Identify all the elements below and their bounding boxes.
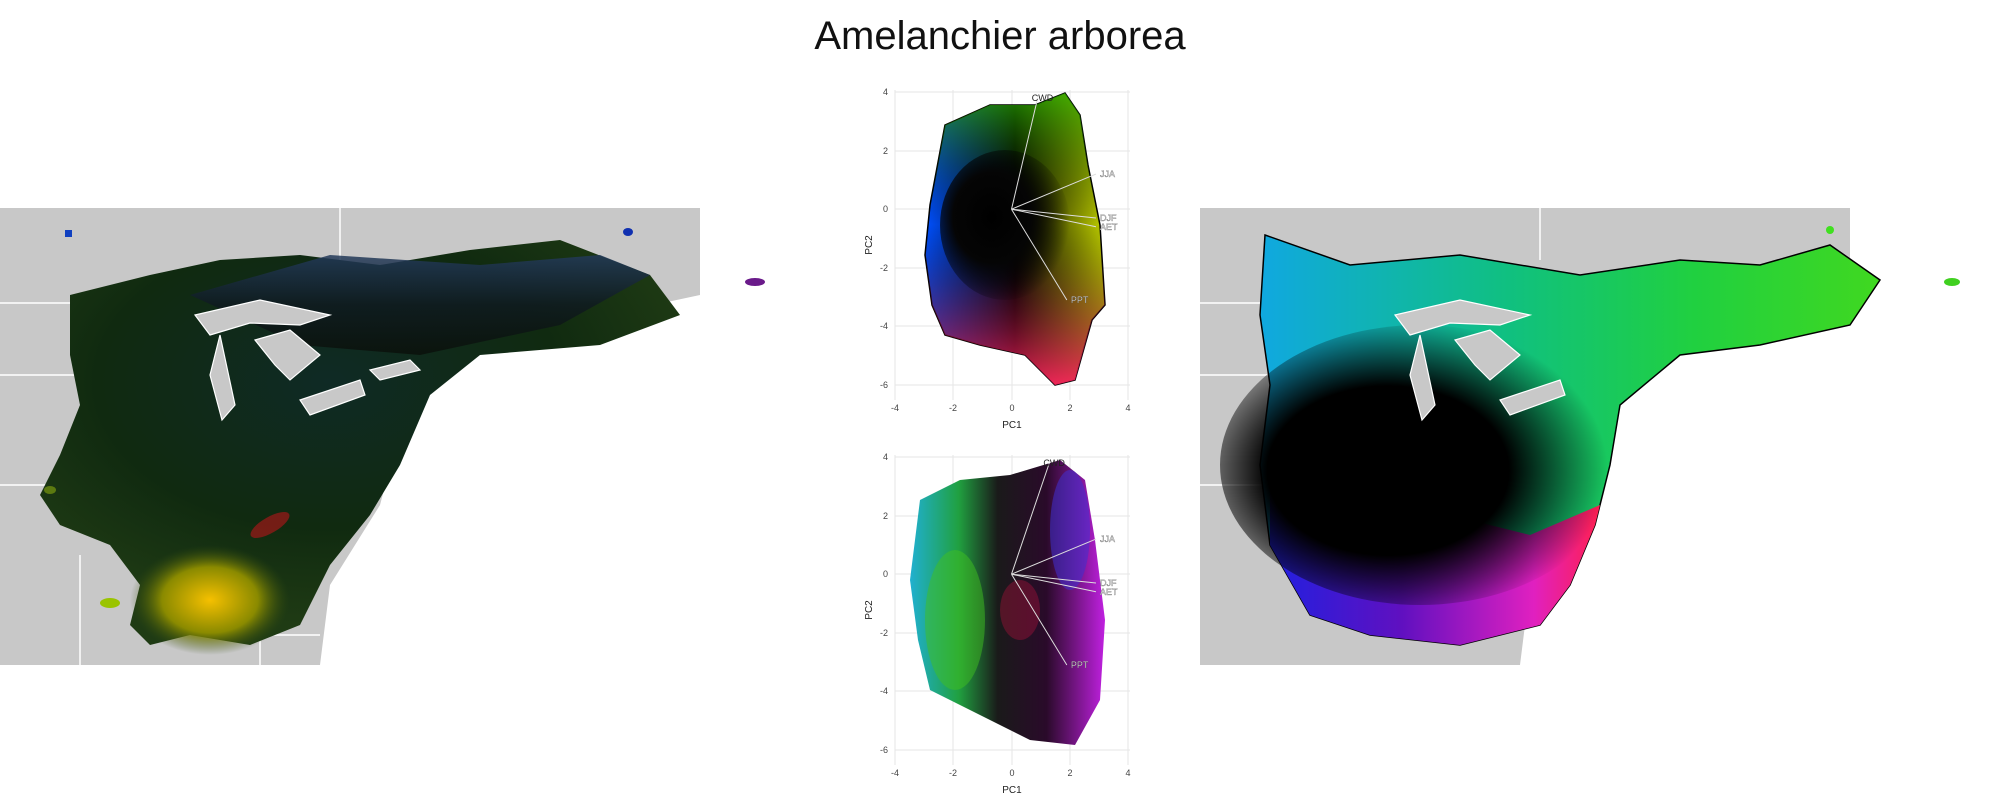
loading-arrow-cwd xyxy=(1011,462,1050,575)
svg-text:2: 2 xyxy=(883,146,888,156)
pca-bottom-xlabel: PC1 xyxy=(1002,785,1022,796)
svg-text:-6: -6 xyxy=(880,745,888,755)
pca-top-ylabel: PC2 xyxy=(864,235,875,255)
pca-bottom-yticks: 4 2 0 -2 -4 -6 xyxy=(880,452,888,755)
loading-label-jja: JJA xyxy=(1100,169,1115,179)
loading-arrow-djf xyxy=(1011,208,1097,219)
svg-text:4: 4 xyxy=(883,452,888,462)
svg-text:-6: -6 xyxy=(880,380,888,390)
left-map-land-east xyxy=(700,208,800,305)
svg-text:-2: -2 xyxy=(880,628,888,638)
loading-label-aet: AET xyxy=(1100,222,1118,232)
loading-label-cwd: CWD xyxy=(1043,458,1065,468)
left-map-atlantic xyxy=(320,295,810,665)
svg-text:0: 0 xyxy=(1009,403,1014,413)
pca-top-xticks: -4 -2 0 2 4 xyxy=(891,403,1131,413)
loading-arrow-jja xyxy=(1011,538,1097,575)
loading-label-cwd: CWD xyxy=(1032,93,1054,103)
svg-text:4: 4 xyxy=(1125,768,1130,778)
svg-text:-2: -2 xyxy=(880,263,888,273)
loading-arrow-cwd xyxy=(1011,97,1039,210)
loading-label-aet: AET xyxy=(1100,587,1118,597)
loading-arrow-aet xyxy=(1011,208,1097,228)
svg-text:2: 2 xyxy=(1067,768,1072,778)
loading-label-ppt: PPT xyxy=(1071,660,1089,670)
pca-bottom-xticks: -4 -2 0 2 4 xyxy=(891,768,1131,778)
svg-text:0: 0 xyxy=(883,204,888,214)
pca-top-xlabel: PC1 xyxy=(1002,420,1022,431)
svg-text:2: 2 xyxy=(883,511,888,521)
loading-arrow-aet xyxy=(1011,573,1097,593)
svg-text:2: 2 xyxy=(1067,403,1072,413)
loading-label-jja: JJA xyxy=(1100,534,1115,544)
loading-arrow-jja xyxy=(1011,173,1097,210)
svg-text:-4: -4 xyxy=(891,768,899,778)
svg-text:4: 4 xyxy=(1125,403,1130,413)
svg-text:-2: -2 xyxy=(949,403,957,413)
loading-label-djf: DJF xyxy=(1100,578,1117,588)
svg-text:-4: -4 xyxy=(880,321,888,331)
loading-label-djf: DJF xyxy=(1100,213,1117,223)
svg-text:4: 4 xyxy=(883,87,888,97)
pca-top-yticks: 4 2 0 -2 -4 -6 xyxy=(880,87,888,390)
svg-text:-4: -4 xyxy=(891,403,899,413)
left-map xyxy=(0,208,810,665)
loading-arrow-ppt xyxy=(1011,573,1068,666)
left-map-great-lakes xyxy=(193,299,422,422)
page-title: Amelanchier arborea xyxy=(814,14,1186,58)
left-map-range xyxy=(40,240,680,645)
pca-bottom-ylabel: PC2 xyxy=(864,600,875,620)
loading-label-ppt: PPT xyxy=(1071,295,1089,305)
svg-text:0: 0 xyxy=(1009,768,1014,778)
right-map xyxy=(1200,208,2000,665)
loading-arrow-djf xyxy=(1011,573,1097,584)
svg-text:-2: -2 xyxy=(949,768,957,778)
loading-arrow-ppt xyxy=(1011,208,1068,301)
svg-text:-4: -4 xyxy=(880,686,888,696)
svg-text:0: 0 xyxy=(883,569,888,579)
